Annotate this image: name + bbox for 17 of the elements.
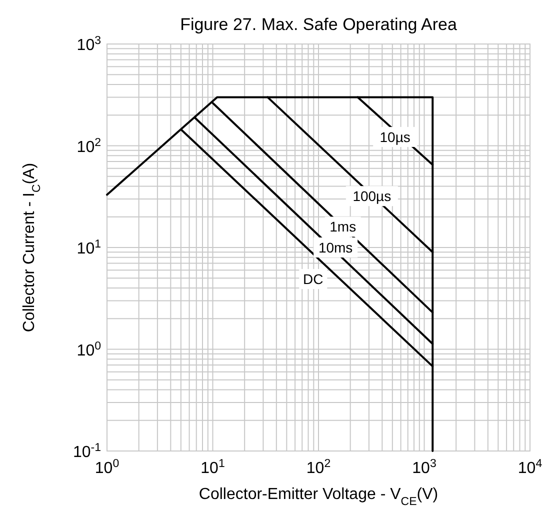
annotation: 1ms xyxy=(330,218,356,235)
x-tick-label: 10$^{4}$ xyxy=(518,458,543,477)
annotation: 10µs xyxy=(380,128,410,145)
y-tick-label: 10$^{0}$ xyxy=(76,340,101,360)
x-tick-label: 10$^{2}$ xyxy=(306,458,331,477)
x-tick-label: 10$^{0}$ xyxy=(94,458,120,477)
annotation: 100µs xyxy=(352,188,392,204)
x-axis-title: Collector-Emitter Voltage - V$_{CE}$(V) xyxy=(198,486,438,508)
annotation: 10ms xyxy=(318,240,353,256)
x-tick-label: 10$^{3}$ xyxy=(412,458,436,477)
y-tick-label: 10$^{2}$ xyxy=(76,136,101,156)
annotation: DC xyxy=(303,271,324,288)
y-tick-label: 10$^{1}$ xyxy=(76,238,101,258)
chart-title: Figure 27. Max. Safe Operating Area xyxy=(180,15,458,34)
y-tick-label: 10$^{3}$ xyxy=(76,35,101,54)
y-tick-label: 10$^{-1}$ xyxy=(72,442,101,461)
x-tick-label: 10$^{1}$ xyxy=(200,458,225,477)
